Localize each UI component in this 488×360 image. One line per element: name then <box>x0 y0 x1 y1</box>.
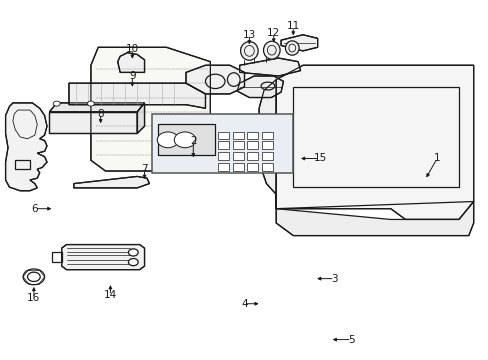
Bar <box>247 141 258 149</box>
Polygon shape <box>239 58 300 76</box>
Polygon shape <box>158 125 215 155</box>
Text: 12: 12 <box>266 28 280 38</box>
Bar <box>218 152 228 160</box>
Bar <box>247 163 258 171</box>
Polygon shape <box>276 65 473 220</box>
Text: 10: 10 <box>125 44 139 54</box>
Bar <box>262 132 272 139</box>
Bar <box>232 132 243 139</box>
Bar <box>232 152 243 160</box>
Polygon shape <box>185 65 244 94</box>
Bar <box>218 132 228 139</box>
Polygon shape <box>276 202 473 235</box>
Polygon shape <box>69 83 205 108</box>
Bar <box>232 163 243 171</box>
Text: 4: 4 <box>241 299 247 309</box>
Bar <box>218 163 228 171</box>
Text: 13: 13 <box>242 30 256 40</box>
Polygon shape <box>237 76 283 98</box>
Text: 3: 3 <box>331 274 337 284</box>
Text: 7: 7 <box>141 164 147 174</box>
FancyBboxPatch shape <box>152 114 293 173</box>
Polygon shape <box>49 112 137 134</box>
Circle shape <box>157 132 178 148</box>
Polygon shape <box>91 47 210 171</box>
Text: 8: 8 <box>97 109 104 119</box>
Polygon shape <box>49 103 144 112</box>
Polygon shape <box>137 103 144 134</box>
Polygon shape <box>118 53 144 72</box>
Text: 14: 14 <box>103 291 117 301</box>
Bar <box>262 152 272 160</box>
Text: 2: 2 <box>190 136 196 145</box>
Polygon shape <box>61 244 144 270</box>
Bar <box>218 141 228 149</box>
Bar <box>247 132 258 139</box>
Ellipse shape <box>240 41 258 60</box>
Text: 15: 15 <box>313 153 326 163</box>
Circle shape <box>87 101 94 106</box>
Polygon shape <box>5 103 47 191</box>
Text: 5: 5 <box>348 334 354 345</box>
Bar <box>262 163 272 171</box>
Polygon shape <box>281 35 317 51</box>
Text: 16: 16 <box>27 293 41 303</box>
Text: 11: 11 <box>286 21 299 31</box>
Text: 9: 9 <box>129 71 135 81</box>
Polygon shape <box>259 80 276 209</box>
Circle shape <box>174 132 195 148</box>
Text: 1: 1 <box>433 153 440 163</box>
Bar <box>232 141 243 149</box>
Bar <box>262 141 272 149</box>
Text: 6: 6 <box>31 204 38 214</box>
Bar <box>247 152 258 160</box>
Polygon shape <box>74 176 149 188</box>
Circle shape <box>53 101 60 106</box>
Circle shape <box>128 249 138 256</box>
Ellipse shape <box>263 41 280 59</box>
Ellipse shape <box>285 41 299 55</box>
Circle shape <box>128 258 138 266</box>
